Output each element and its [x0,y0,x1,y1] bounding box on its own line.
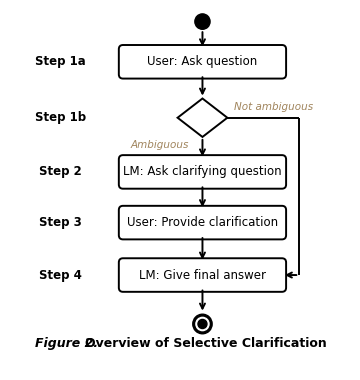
Text: Step 1b: Step 1b [35,111,86,124]
FancyBboxPatch shape [119,155,286,189]
FancyBboxPatch shape [119,45,286,79]
Text: Step 1a: Step 1a [35,55,86,68]
Circle shape [198,320,207,329]
Text: Overview of Selective Clarification: Overview of Selective Clarification [85,337,327,350]
Text: LM: Ask clarifying question: LM: Ask clarifying question [123,165,282,179]
Text: User: Ask question: User: Ask question [147,55,258,68]
Text: Step 2: Step 2 [39,165,82,179]
Circle shape [195,14,210,29]
Circle shape [193,314,212,334]
Circle shape [196,317,209,331]
Text: Not ambiguous: Not ambiguous [234,103,314,112]
Text: User: Provide clarification: User: Provide clarification [127,216,278,229]
Text: Step 4: Step 4 [39,269,82,282]
Text: LM: Give final answer: LM: Give final answer [139,269,266,282]
Text: Ambiguous: Ambiguous [130,141,189,150]
FancyBboxPatch shape [119,206,286,239]
FancyBboxPatch shape [119,258,286,292]
Text: Step 3: Step 3 [39,216,82,229]
Text: Figure 2.: Figure 2. [35,337,98,350]
Polygon shape [177,98,228,137]
